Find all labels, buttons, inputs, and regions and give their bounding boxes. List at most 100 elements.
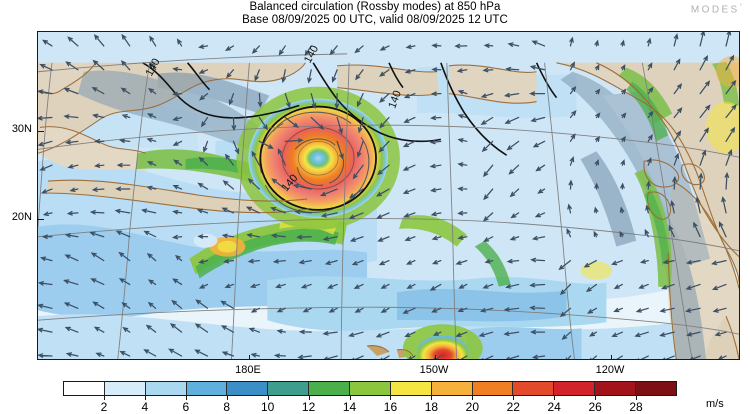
wind-arrow bbox=[222, 180, 235, 190]
wind-arrow bbox=[619, 206, 625, 214]
wind-arrow bbox=[91, 187, 105, 192]
wind-arrow bbox=[224, 283, 235, 289]
wind-arrow bbox=[221, 351, 235, 357]
wind-arrow bbox=[298, 329, 312, 335]
colorbar-cell-13 bbox=[595, 382, 637, 395]
wind-arrow bbox=[646, 37, 652, 47]
wind-arrow bbox=[357, 116, 364, 134]
wind-arrow bbox=[93, 163, 105, 168]
wind-arrow bbox=[174, 254, 183, 262]
colorbar-tick-20 bbox=[472, 396, 474, 400]
wind-arrow bbox=[457, 235, 468, 240]
wind-arrow bbox=[147, 279, 157, 286]
wind-arrow bbox=[404, 69, 416, 74]
wind-arrow bbox=[91, 87, 105, 95]
wind-arrow bbox=[725, 32, 732, 47]
wind-arrow bbox=[172, 140, 183, 146]
wind-arrow bbox=[92, 113, 105, 119]
wind-arrow bbox=[352, 164, 364, 180]
wind-arrow bbox=[42, 211, 53, 217]
wind-arrow bbox=[613, 307, 623, 313]
wind-arrow bbox=[93, 34, 105, 47]
minor-warm-spot-ne bbox=[716, 55, 739, 88]
wind-arrow bbox=[331, 69, 338, 83]
xtick-180e bbox=[249, 355, 251, 359]
wind-arrow bbox=[171, 91, 183, 97]
wind-arrow bbox=[611, 259, 623, 266]
wind-arrow bbox=[685, 331, 701, 337]
colorbar-label-24: 24 bbox=[547, 400, 561, 414]
wind-arrow bbox=[431, 43, 442, 48]
wind-arrow bbox=[699, 55, 709, 71]
wind-arrow bbox=[116, 162, 131, 168]
wind-arrow bbox=[352, 355, 364, 359]
wind-arrow bbox=[535, 164, 546, 172]
wind-arrow bbox=[379, 69, 390, 77]
wind-arrow bbox=[505, 355, 520, 359]
wind-arrow bbox=[699, 104, 711, 119]
geopotential-contours bbox=[142, 62, 558, 156]
wind-arrow bbox=[637, 355, 649, 359]
wind-arrow bbox=[482, 283, 494, 289]
wind-arrow bbox=[146, 161, 157, 166]
wind-arrow bbox=[41, 234, 53, 240]
wind-arrow bbox=[65, 139, 79, 145]
wind-arrow bbox=[203, 140, 209, 153]
wind-arrow bbox=[662, 355, 675, 359]
wind-arrow bbox=[568, 179, 574, 190]
ytick-20n bbox=[38, 219, 44, 221]
wind-arrow bbox=[39, 64, 53, 71]
wind-arrow bbox=[380, 307, 390, 313]
wind-arrow bbox=[483, 236, 494, 242]
wind-arrow bbox=[531, 354, 546, 359]
wind-arrow bbox=[90, 252, 105, 262]
colorbar-label-26: 26 bbox=[588, 400, 602, 414]
wind-arrow bbox=[505, 283, 520, 289]
wind-arrow bbox=[64, 326, 79, 333]
wind-arrow bbox=[197, 234, 209, 239]
colorbar-cell-12 bbox=[554, 382, 596, 395]
wind-arrow bbox=[431, 67, 442, 72]
colorbar-cell-2 bbox=[145, 382, 187, 395]
wind-arrow bbox=[270, 233, 286, 239]
wind-arrow bbox=[65, 352, 79, 357]
wind-arrow bbox=[480, 116, 494, 126]
colorbar-label-10: 10 bbox=[260, 400, 275, 414]
wind-arrow bbox=[530, 329, 546, 335]
wind-arrow bbox=[699, 80, 711, 95]
wind-arrow bbox=[620, 39, 625, 47]
wind-arrow bbox=[320, 212, 338, 218]
wind-arrow bbox=[122, 326, 131, 333]
wind-arrow bbox=[69, 187, 79, 193]
wind-arrow bbox=[284, 93, 291, 109]
wind-arrow bbox=[119, 350, 131, 357]
wind-arrow bbox=[276, 329, 286, 334]
wind-arrow bbox=[429, 187, 442, 193]
wind-arrow bbox=[221, 207, 235, 214]
wind-arrow bbox=[429, 139, 442, 145]
wind-arrow bbox=[457, 138, 468, 143]
wind-arrow bbox=[270, 207, 286, 214]
wind-arrow bbox=[67, 164, 79, 169]
wind-arrow bbox=[226, 69, 235, 79]
wind-arrow bbox=[247, 178, 260, 190]
wind-arrow bbox=[324, 259, 338, 265]
colorbar-cell-11 bbox=[513, 382, 555, 395]
wind-arrow bbox=[725, 54, 735, 71]
wind-arrow bbox=[685, 307, 701, 313]
wind-arrow bbox=[506, 140, 520, 151]
wind-arrow bbox=[297, 354, 312, 359]
colorbar-label-4: 4 bbox=[141, 400, 149, 414]
wind-arrow bbox=[63, 302, 79, 309]
wind-arrow bbox=[379, 93, 390, 103]
wind-arrow bbox=[561, 331, 572, 340]
wind-arrow bbox=[63, 114, 79, 119]
wind-arrow bbox=[271, 178, 286, 190]
wind-arrow bbox=[594, 39, 599, 47]
colorbar-label-6: 6 bbox=[182, 400, 190, 414]
wind-arrow bbox=[246, 233, 260, 238]
wind-arrow bbox=[146, 185, 157, 191]
wind-arrow bbox=[145, 324, 157, 333]
modes-logo: MODES° bbox=[691, 4, 742, 15]
wind-arrow bbox=[405, 259, 416, 265]
